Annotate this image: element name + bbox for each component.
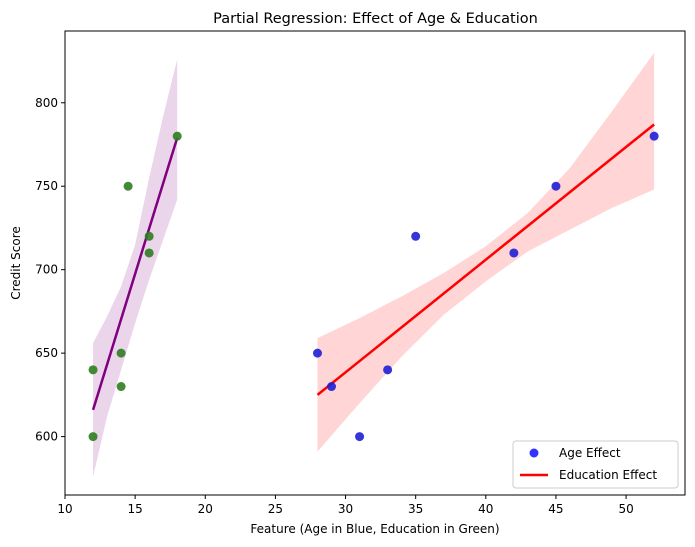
data-point xyxy=(411,231,421,241)
data-point xyxy=(312,348,322,358)
legend: Age Effect Education Effect xyxy=(512,440,679,489)
regression-line-3 xyxy=(91,137,179,411)
data-point xyxy=(172,131,182,141)
data-point xyxy=(383,365,393,375)
confidence-bands xyxy=(93,52,655,477)
data-point xyxy=(355,432,365,442)
legend-label-education-effect: Education Effect xyxy=(559,468,657,482)
x-axis-label: Feature (Age in Blue, Education in Green… xyxy=(250,522,499,536)
data-point xyxy=(551,181,561,191)
data-point xyxy=(116,348,126,358)
x-axis-ticks: 10 15 20 25 30 35 40 45 50 xyxy=(57,495,634,516)
data-point xyxy=(116,382,126,392)
y-axis-ticks: 600 650 700 750 800 xyxy=(35,96,65,444)
confidence-band-1 xyxy=(317,52,655,452)
legend-marker-age-effect xyxy=(529,448,539,458)
y-tick-label: 800 xyxy=(35,96,58,110)
regression-lines xyxy=(91,123,655,411)
x-tick-label: 25 xyxy=(268,502,283,516)
data-point xyxy=(649,131,659,141)
y-axis-label: Credit Score xyxy=(9,226,23,300)
legend-box xyxy=(512,440,679,489)
data-point xyxy=(144,231,154,241)
y-tick-label: 700 xyxy=(35,263,58,277)
x-tick-label: 45 xyxy=(548,502,563,516)
y-tick-label: 600 xyxy=(35,430,58,444)
x-tick-label: 10 xyxy=(57,502,72,516)
data-point xyxy=(144,248,154,258)
regression-line-1 xyxy=(316,123,655,396)
data-points xyxy=(88,131,659,442)
data-point xyxy=(327,382,337,392)
chart-title: Partial Regression: Effect of Age & Educ… xyxy=(213,11,538,27)
confidence-band-3 xyxy=(93,59,178,477)
x-tick-label: 15 xyxy=(127,502,142,516)
x-tick-label: 30 xyxy=(338,502,353,516)
data-point xyxy=(88,365,98,375)
data-point xyxy=(88,432,98,442)
legend-label-age-effect: Age Effect xyxy=(559,446,621,460)
y-tick-label: 650 xyxy=(35,346,58,360)
data-point xyxy=(123,181,133,191)
x-tick-label: 35 xyxy=(408,502,423,516)
data-point xyxy=(509,248,519,258)
x-tick-label: 50 xyxy=(618,502,633,516)
y-tick-label: 750 xyxy=(35,179,58,193)
x-tick-label: 20 xyxy=(198,502,213,516)
x-tick-label: 40 xyxy=(478,502,493,516)
plot-frame xyxy=(64,30,686,496)
